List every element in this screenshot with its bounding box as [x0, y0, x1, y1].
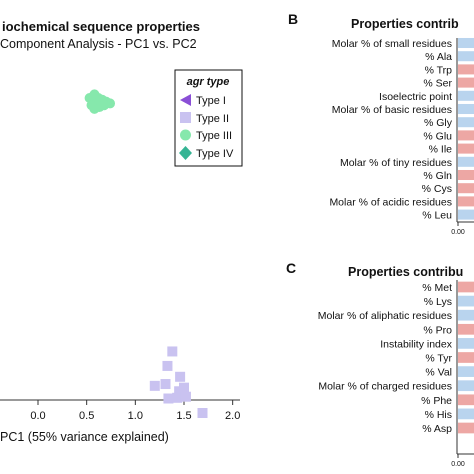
panel-b-category-label: % Ile: [429, 144, 453, 156]
point-type-ii: [180, 391, 191, 402]
panel-b-letter: B: [288, 11, 298, 27]
panel-b-category-label: % Gly: [424, 117, 453, 129]
panel-c-category-label: % Asp: [422, 423, 452, 435]
point-type-ii: [174, 386, 185, 397]
panel-c-category-label: Molar % of charged residues: [318, 381, 452, 393]
panel-b-bar: [458, 51, 474, 62]
panel-b-bar: [458, 64, 474, 75]
panel-b-bars: [458, 37, 474, 220]
x-tick-label: 2.0: [225, 410, 240, 422]
panel-b-category-label: Molar % of tiny residues: [340, 157, 452, 169]
legend-marker-type-iii-icon: [180, 129, 191, 141]
panel-c-bar: [458, 380, 474, 392]
panel-b-bar: [458, 117, 474, 128]
panel-b-category-label: Molar % of small residues: [332, 38, 452, 50]
point-type-ii: [175, 371, 186, 382]
legend-marker-type-i-icon: [180, 94, 191, 106]
point-type-ii: [167, 346, 178, 357]
panel-c-category-label: Instability index: [380, 338, 453, 350]
panel-c: C Properties contribu % Met % Lys Molar % …: [286, 260, 474, 468]
panel-c-bar: [458, 394, 474, 406]
panel-c-bar: [458, 366, 474, 377]
panel-b-bar: [458, 156, 474, 167]
panel-c-category-label: % Met: [422, 282, 452, 294]
panel-a: iochemical sequence properties Component…: [0, 19, 243, 444]
panel-b-category-label: % Glu: [423, 130, 452, 142]
panel-c-category-label: % Tyr: [425, 353, 452, 365]
panel-b-category-labels: Molar % of small residues% Ala% Trp % Ser…: [329, 38, 452, 222]
point-type-iii: [99, 100, 110, 111]
point-type-ii: [163, 393, 174, 404]
panel-a-x-label: PC1 (55% variance explained): [0, 430, 169, 444]
panel-c-bar: [458, 422, 474, 434]
panel-b-title: Properties contrib: [351, 17, 459, 31]
panel-c-bars: [458, 281, 474, 434]
point-type-ii: [160, 379, 171, 390]
x-tick-label: 1.5: [176, 410, 191, 422]
point-type-ii: [197, 408, 208, 418]
point-type-iii: [89, 103, 100, 114]
panel-b-bar: [458, 209, 474, 220]
panel-c-bar: [458, 281, 474, 293]
panel-a-subtitle: Component Analysis - PC1 vs. PC2: [0, 37, 197, 51]
panel-b-category-label: % Gln: [423, 170, 452, 182]
panel-c-bar: [458, 323, 474, 335]
panel-b-bar: [458, 143, 474, 154]
panel-b-bar: [458, 103, 474, 115]
panel-b-bar: [458, 196, 474, 207]
panel-c-bar: [458, 352, 474, 363]
panel-b-category-label: % Ser: [423, 78, 452, 90]
legend-marker-type-ii-icon: [180, 112, 191, 123]
panel-b-category-label: % Leu: [422, 210, 452, 222]
panel-b-category-label: Molar % of basic residues: [332, 104, 452, 116]
panel-c-tick-label: 0.00: [451, 461, 465, 468]
panel-c-bar: [458, 338, 474, 349]
panel-b-category-label: % Ala: [425, 51, 452, 63]
panel-c-bar: [458, 408, 474, 420]
panel-c-letter: C: [286, 260, 296, 276]
panel-c-bar: [458, 309, 474, 321]
panel-c-category-labels: % Met % Lys Molar % of aliphatic residues%…: [318, 282, 453, 435]
panel-b-category-label: % Cys: [422, 183, 452, 195]
legend-label-type-iii: Type III: [196, 130, 232, 142]
panel-c-bar: [458, 295, 474, 307]
panel-b-bar: [458, 77, 474, 88]
panel-c-category-label: Molar % of aliphatic residues: [318, 310, 452, 322]
panel-b-bar: [458, 37, 474, 49]
legend-label-type-iv: Type IV: [196, 148, 234, 160]
panel-c-category-label: % Lys: [424, 296, 452, 308]
panel-b-tick-label: 0.00: [451, 229, 465, 236]
x-tick-label: 1.0: [128, 410, 143, 422]
panel-b-bar: [458, 169, 474, 181]
legend-label-type-ii: Type II: [196, 113, 229, 125]
panel-b-bar: [458, 183, 474, 194]
legend-title: agr type: [187, 76, 230, 88]
panel-b-bar: [458, 130, 474, 141]
panel-c-category-label: % His: [425, 409, 452, 421]
x-tick-label: 0.0: [30, 410, 45, 422]
panel-c-category-label: % Pro: [423, 324, 452, 336]
panel-b-bar: [458, 90, 474, 101]
legend: agr type Type I Type II Type III Type IV: [174, 69, 243, 167]
panel-b: B Properties contrib Molar % of small re…: [288, 11, 474, 236]
panel-b-category-label: % Trp: [425, 64, 453, 76]
panel-c-category-label: % Phe: [421, 395, 452, 407]
point-type-ii: [149, 380, 160, 391]
point-type-ii: [162, 360, 173, 371]
panel-b-category-label: Molar % of acidic residues: [329, 196, 452, 208]
panel-b-category-label: Isoelectric point: [379, 91, 452, 103]
point-type-ii: [172, 392, 183, 403]
panel-a-points: [84, 89, 208, 418]
legend-marker-type-iv-icon: [179, 146, 192, 160]
legend-label-type-i: Type I: [196, 95, 226, 107]
panel-a-x-axis: 0.0 0.5 1.0 1.5 2.0: [0, 399, 240, 422]
panel-c-title: Properties contribu: [348, 265, 463, 279]
x-tick-label: 0.5: [79, 410, 94, 422]
panel-c-category-label: % Val: [425, 367, 452, 379]
panel-a-title: iochemical sequence properties: [2, 19, 200, 34]
